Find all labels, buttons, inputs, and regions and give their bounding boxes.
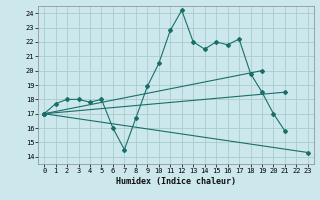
X-axis label: Humidex (Indice chaleur): Humidex (Indice chaleur) [116,177,236,186]
